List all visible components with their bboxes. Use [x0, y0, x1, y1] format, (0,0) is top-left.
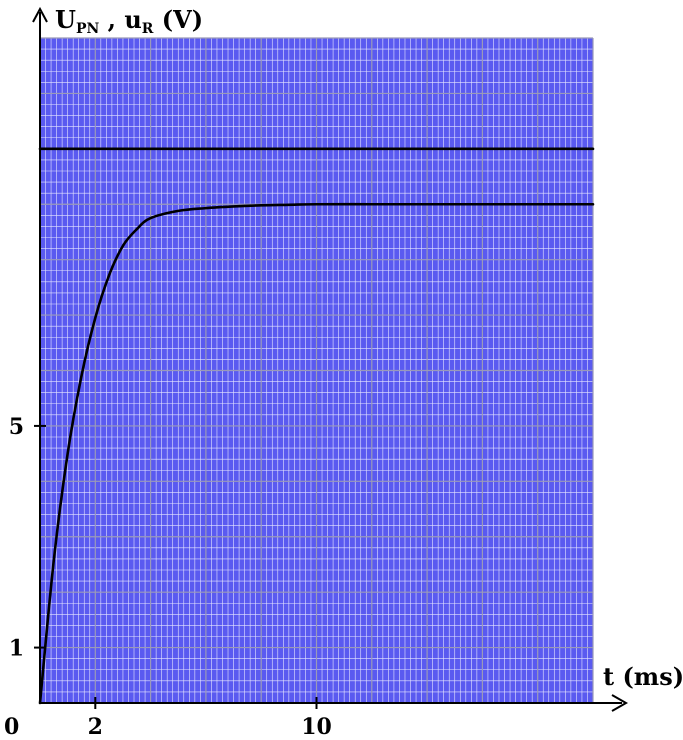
y-title-main1: U	[55, 5, 76, 34]
y-tick-label: 1	[9, 636, 24, 662]
y-axis-arrow-icon	[32, 6, 48, 23]
y-title-sep: ,	[99, 5, 124, 34]
y-tick-label: 5	[9, 414, 24, 440]
y-title-unit: (V)	[153, 5, 203, 34]
y-title-sub1: PN	[76, 21, 100, 37]
x-tick-label: 10	[301, 714, 332, 740]
x-axis-arrow-icon	[611, 694, 629, 712]
y-title-main2: u	[124, 5, 141, 34]
ticks-layer: 2 10 1 5	[9, 414, 332, 740]
origin-label: 0	[4, 714, 19, 740]
x-axis-title: t (ms)	[603, 662, 683, 691]
y-axis-title: UPN , uR (V)	[55, 5, 203, 37]
x-tick-label: 2	[88, 714, 103, 740]
series-line-u-r	[38, 202, 595, 705]
series-layer	[38, 147, 595, 705]
y-title-sub2: R	[142, 21, 154, 37]
